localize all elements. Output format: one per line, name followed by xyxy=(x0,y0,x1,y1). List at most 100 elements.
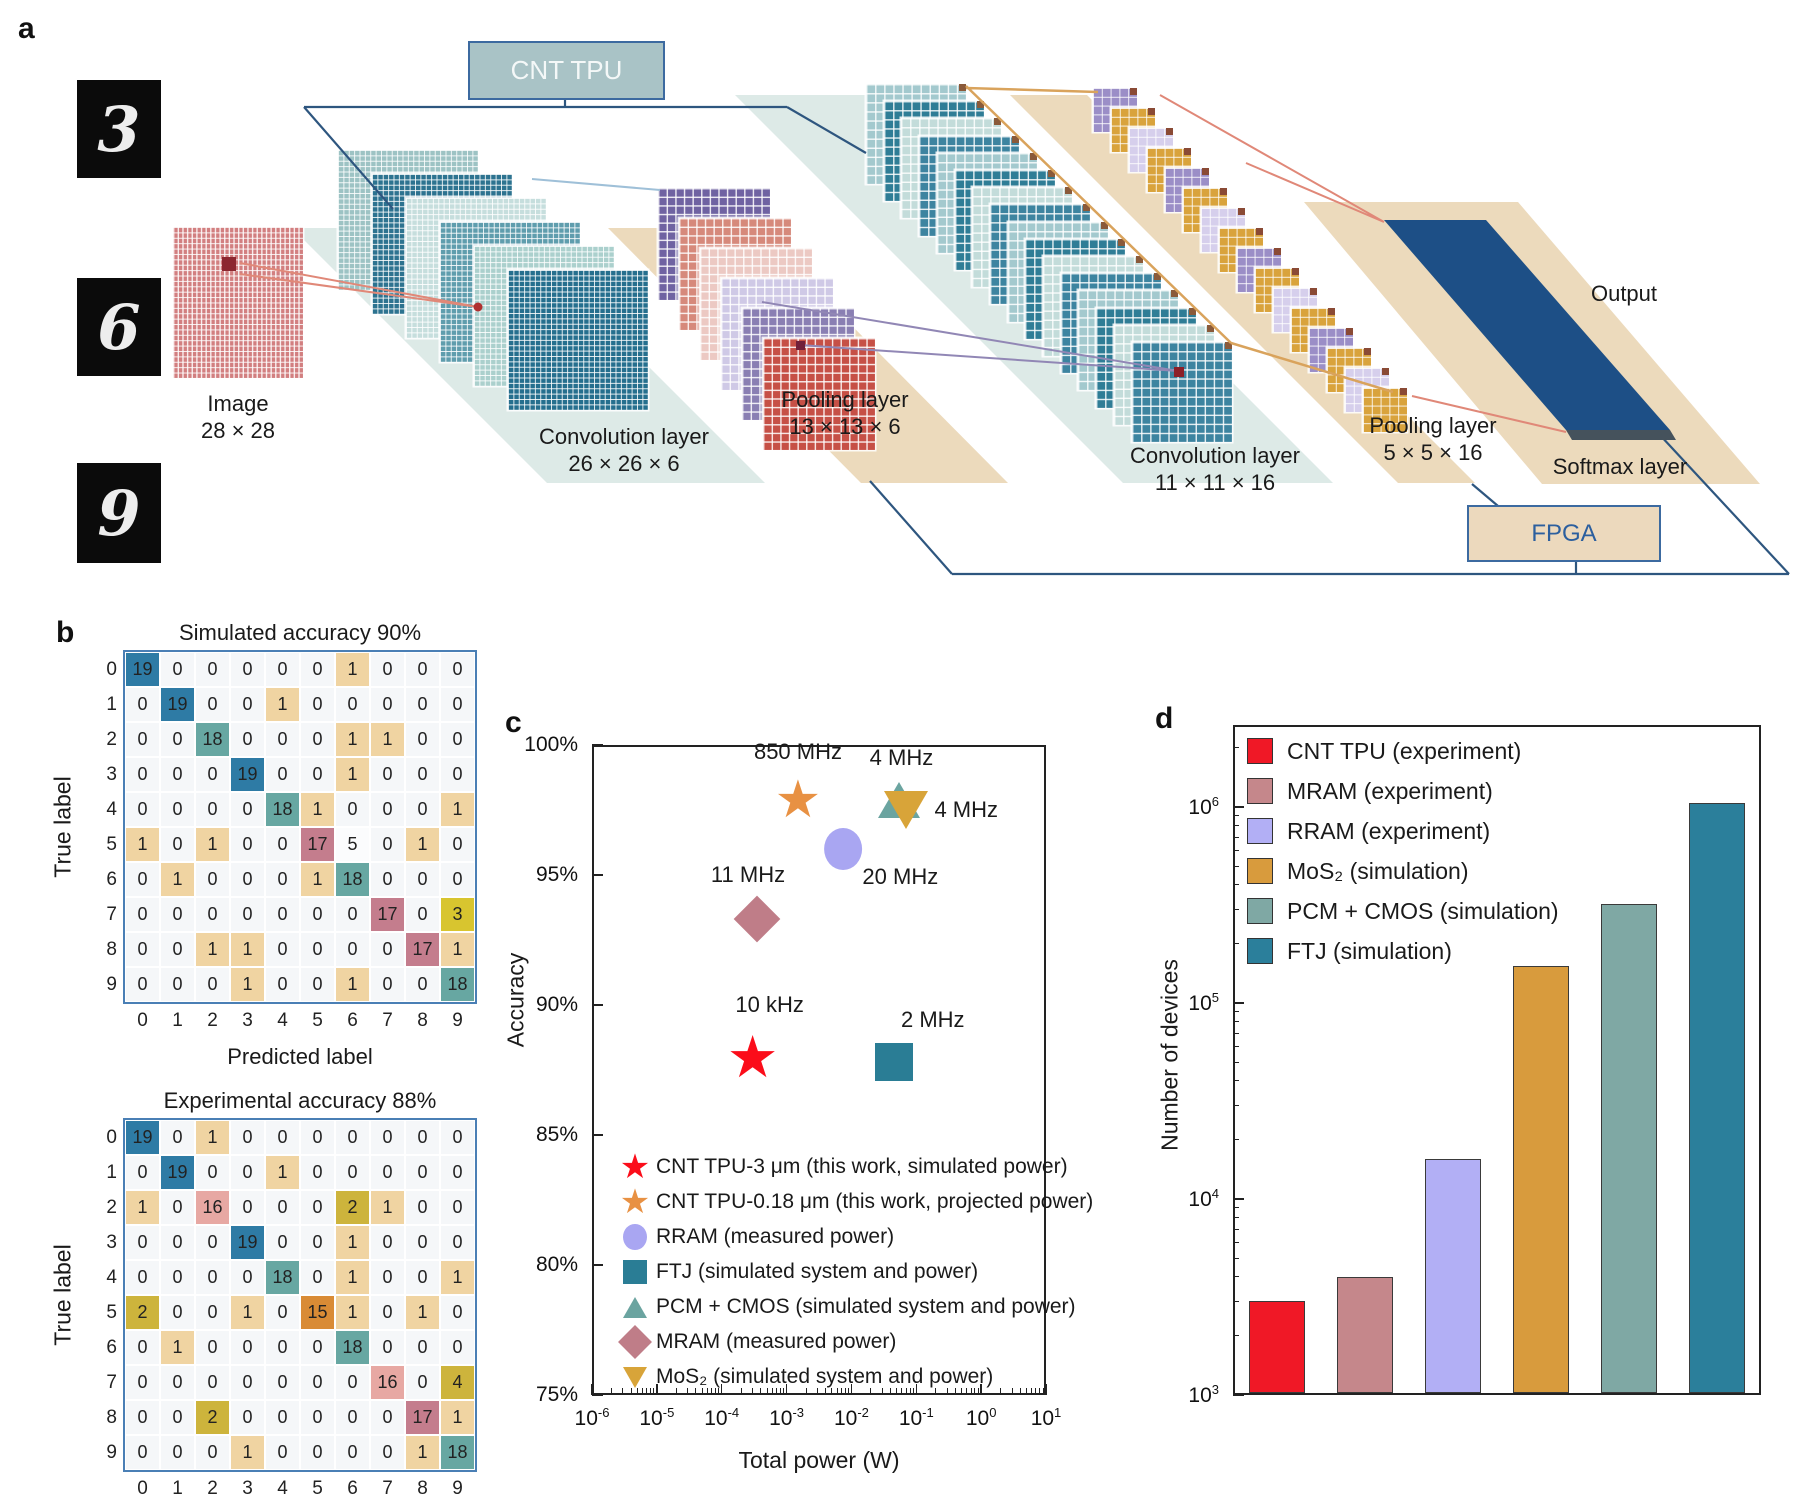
decor: 5 xyxy=(1211,990,1219,1005)
c-x-minor-tick xyxy=(961,1388,963,1395)
pool2-grid-corner xyxy=(1400,388,1407,395)
decor: Image xyxy=(207,391,269,416)
decor xyxy=(874,1043,913,1082)
matrix-col-label: 6 xyxy=(347,1010,358,1031)
c-x-tick-label: 10-1 xyxy=(898,1405,934,1430)
c-x-minor-tick xyxy=(946,1388,948,1395)
scatter-annotation: 10 kHz xyxy=(735,992,804,1017)
decor: -3 xyxy=(792,1405,805,1420)
matrix-cell: 5 xyxy=(336,828,369,861)
matrix-cell: 0 xyxy=(126,1261,159,1294)
matrix-cell: 0 xyxy=(231,793,264,826)
pool2-grid-corner xyxy=(1274,248,1281,255)
matrix-cell: 0 xyxy=(406,1226,439,1259)
matrix-cell: 1 xyxy=(196,828,229,861)
matrix-cell: 0 xyxy=(301,1191,334,1224)
matrix-cell: 0 xyxy=(126,933,159,966)
decor: 1 xyxy=(1054,1405,1062,1420)
c-y-tick-label: 80% xyxy=(535,1253,578,1276)
decor xyxy=(623,1224,647,1250)
matrix-cell: 0 xyxy=(266,1296,299,1329)
decor xyxy=(623,1260,647,1284)
matrix-cell: 1 xyxy=(161,1331,194,1364)
decor xyxy=(884,791,929,829)
d-y-minor-tick xyxy=(1233,1104,1239,1106)
decor: Pooling layer xyxy=(1369,413,1497,438)
leg-text: CNT TPU (experiment) xyxy=(1287,737,1522,764)
matrix-cell: 18 xyxy=(441,968,474,1001)
matrix-col-label: 3 xyxy=(242,1478,253,1495)
pool1-grid xyxy=(763,338,875,450)
d-plot-frame xyxy=(1233,725,1761,1395)
matrix-cell: 1 xyxy=(336,1261,369,1294)
matrix-cell: 0 xyxy=(266,653,299,686)
c-x-tick-label: 10-3 xyxy=(769,1405,805,1430)
panel-d-letter: d xyxy=(1155,702,1174,735)
matrix-cell: 19 xyxy=(126,653,159,686)
c-x-minor-tick xyxy=(889,1388,891,1395)
matrix-cell: 0 xyxy=(336,1121,369,1154)
c-legend-item: FTJ (simulated system and power) xyxy=(614,1256,1044,1288)
d-y-minor-tick xyxy=(1233,1276,1239,1278)
matrix-cell: 19 xyxy=(161,1156,194,1189)
matrix-cell: 0 xyxy=(301,1121,334,1154)
c-x-minor-tick xyxy=(714,1388,716,1395)
d-y-minor-tick xyxy=(1233,1207,1239,1209)
matrix-cell: 0 xyxy=(266,1121,299,1154)
matrix-cell: 1 xyxy=(266,1156,299,1189)
matrix-cell: 0 xyxy=(301,1436,334,1469)
matrix-cell: 0 xyxy=(406,1261,439,1294)
matrix-cell: 1 xyxy=(196,1121,229,1154)
d-y-minor-tick xyxy=(1233,884,1239,886)
pool2-grid-corner xyxy=(1310,288,1317,295)
matrix-cell: 0 xyxy=(406,688,439,721)
d-y-minor-tick xyxy=(1233,908,1239,910)
scatter-marker-rram xyxy=(824,828,863,870)
decor: 6 xyxy=(1211,794,1219,809)
decor: 3 xyxy=(1211,1382,1219,1397)
matrix-cell: 1 xyxy=(441,933,474,966)
c-x-minor-tick xyxy=(706,1388,708,1395)
matrix-cell: 19 xyxy=(231,758,264,791)
decor: 13 × 13 × 6 xyxy=(789,414,901,439)
matrix-col-label: 0 xyxy=(137,1478,148,1495)
decor xyxy=(1247,778,1273,804)
matrix-col-label: 9 xyxy=(452,1478,463,1495)
matrix-cell: 0 xyxy=(441,1331,474,1364)
matrix-cell: 0 xyxy=(196,1366,229,1399)
decor xyxy=(623,1296,647,1318)
conv2-grid-corner xyxy=(1189,307,1197,315)
pool2-grid-corner xyxy=(1130,88,1137,95)
matrix-cell: 0 xyxy=(371,1331,404,1364)
matrix-cell: 0 xyxy=(406,898,439,931)
matrix-cell: 2 xyxy=(126,1296,159,1329)
matrix-cell: 0 xyxy=(231,1191,264,1224)
matrix-cell: 1 xyxy=(441,1401,474,1434)
d-legend-item: CNT TPU (experiment) xyxy=(1247,736,1727,766)
bar-mram-experiment- xyxy=(1337,1276,1393,1393)
c-x-minor-tick xyxy=(881,1388,883,1395)
conv2-layer-label: Convolution layer 11 × 11 × 16 xyxy=(1130,442,1300,496)
matrix-cell: 18 xyxy=(266,793,299,826)
c-x-minor-tick xyxy=(711,1388,713,1395)
matrix-cell: 0 xyxy=(126,1226,159,1259)
matrix-cell: 1 xyxy=(406,828,439,861)
decor xyxy=(1566,430,1676,440)
matrix-cell: 1 xyxy=(301,863,334,896)
c-y-tick xyxy=(592,1264,603,1266)
pool1-layer-label: Pooling layer 13 × 13 × 6 xyxy=(781,386,908,440)
matrix-cell: 4 xyxy=(441,1366,474,1399)
matrix-cell: 0 xyxy=(161,1401,194,1434)
matrix-cell: 0 xyxy=(161,1296,194,1329)
c-x-minor-tick xyxy=(636,1388,638,1395)
matrix-cell: 0 xyxy=(371,1226,404,1259)
c-x-minor-tick xyxy=(630,1388,632,1395)
c-x-tick-label: 101 xyxy=(1030,1405,1062,1430)
mnist-digit-3: 3 xyxy=(77,80,161,178)
leg-text: RRAM (experiment) xyxy=(1287,817,1491,844)
decor: 0 xyxy=(989,1405,997,1420)
matrix-cell: 0 xyxy=(126,1401,159,1434)
c-y-tick-label: 100% xyxy=(524,733,578,756)
matrix-cell: 16 xyxy=(196,1191,229,1224)
matrix-cell: 0 xyxy=(266,758,299,791)
